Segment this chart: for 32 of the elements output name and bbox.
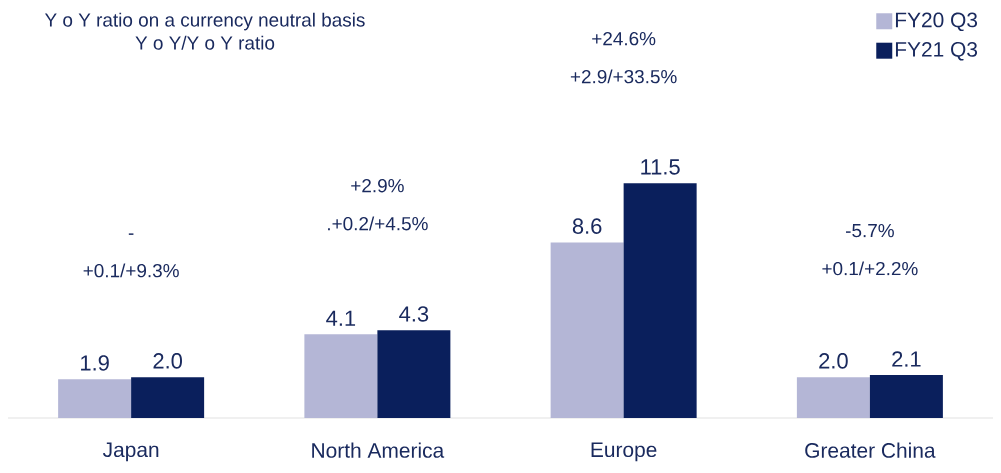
data-label: 2.1 [892, 351, 921, 367]
chart-title: Y o Y ratio on a currency neutral basis [44, 12, 365, 31]
text: +2.9/+33.5% [570, 69, 677, 84]
annotation: .+0.2/+4.5% [328, 216, 428, 231]
annotation: +0.1/+9.3% [83, 263, 179, 278]
x-tick-label: North America [312, 442, 445, 458]
legend-label: FY20 Q3 [895, 12, 978, 32]
data-label: 2.0 [819, 353, 848, 369]
legend-label: FY21 Q3 [895, 41, 978, 61]
data-label: 4.3 [399, 306, 429, 322]
text: +24.6% [592, 31, 656, 46]
data-label: 11.5 [641, 159, 680, 175]
bar [304, 334, 378, 418]
chart-subtitle: Y o Y/Y o Y ratio [135, 35, 275, 50]
data-label: 4.1 [326, 310, 356, 326]
data-label: 2.0 [153, 353, 182, 369]
bar [869, 375, 943, 418]
annotation: +0.1/+2.2% [822, 261, 918, 276]
bar [796, 377, 870, 418]
annotation: - [128, 233, 134, 235]
bar [550, 242, 624, 418]
x-tick-label: Greater China [805, 442, 936, 458]
bar [131, 377, 205, 418]
bar [377, 330, 451, 418]
x-tick-label: Europe [591, 442, 657, 462]
annotation: -5.7% [846, 223, 894, 238]
data-label: 1.9 [81, 355, 109, 371]
bar [623, 183, 697, 418]
bar [58, 379, 132, 418]
x-tick-label: Japan [102, 442, 159, 462]
data-label: 8.6 [572, 218, 602, 234]
annotation: +2.9% [351, 178, 404, 193]
